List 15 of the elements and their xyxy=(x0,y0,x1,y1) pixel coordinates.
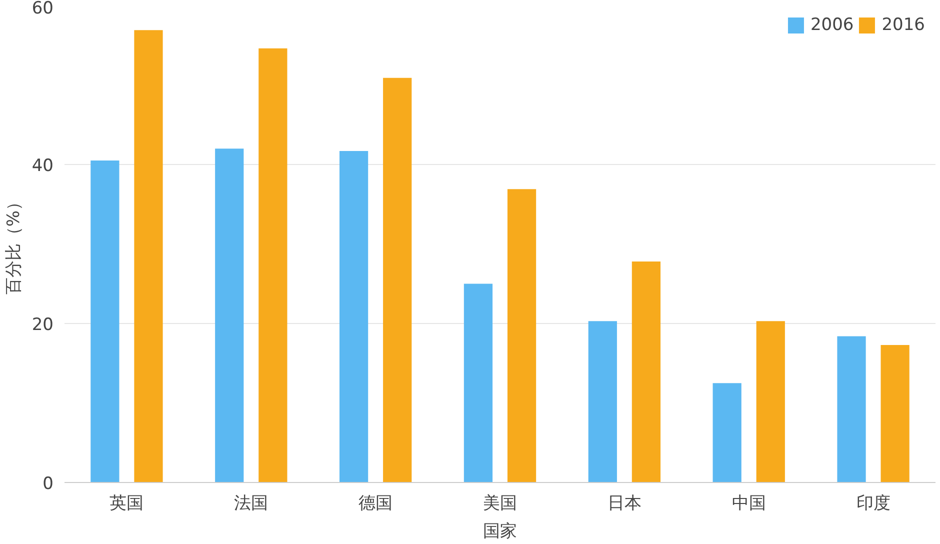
y-tick-label: 20 xyxy=(32,315,54,335)
y-tick-label: 40 xyxy=(32,156,54,176)
x-tick-label: 中国 xyxy=(732,494,766,514)
x-tick-label: 德国 xyxy=(358,494,393,514)
x-axis-title: 国家 xyxy=(483,522,517,542)
x-tick-label: 英国 xyxy=(110,494,144,514)
x-tick-label: 印度 xyxy=(856,494,890,514)
y-axis-title: 百分比（%） xyxy=(4,193,24,295)
y-tick-label: 0 xyxy=(42,474,54,494)
legend-label: 2016 xyxy=(882,15,925,35)
x-tick-label: 日本 xyxy=(607,494,642,514)
x-tick-label: 美国 xyxy=(483,494,517,514)
legend-label: 2006 xyxy=(810,15,854,35)
y-tick-label: 60 xyxy=(32,0,54,18)
x-tick-label: 法国 xyxy=(234,494,268,514)
